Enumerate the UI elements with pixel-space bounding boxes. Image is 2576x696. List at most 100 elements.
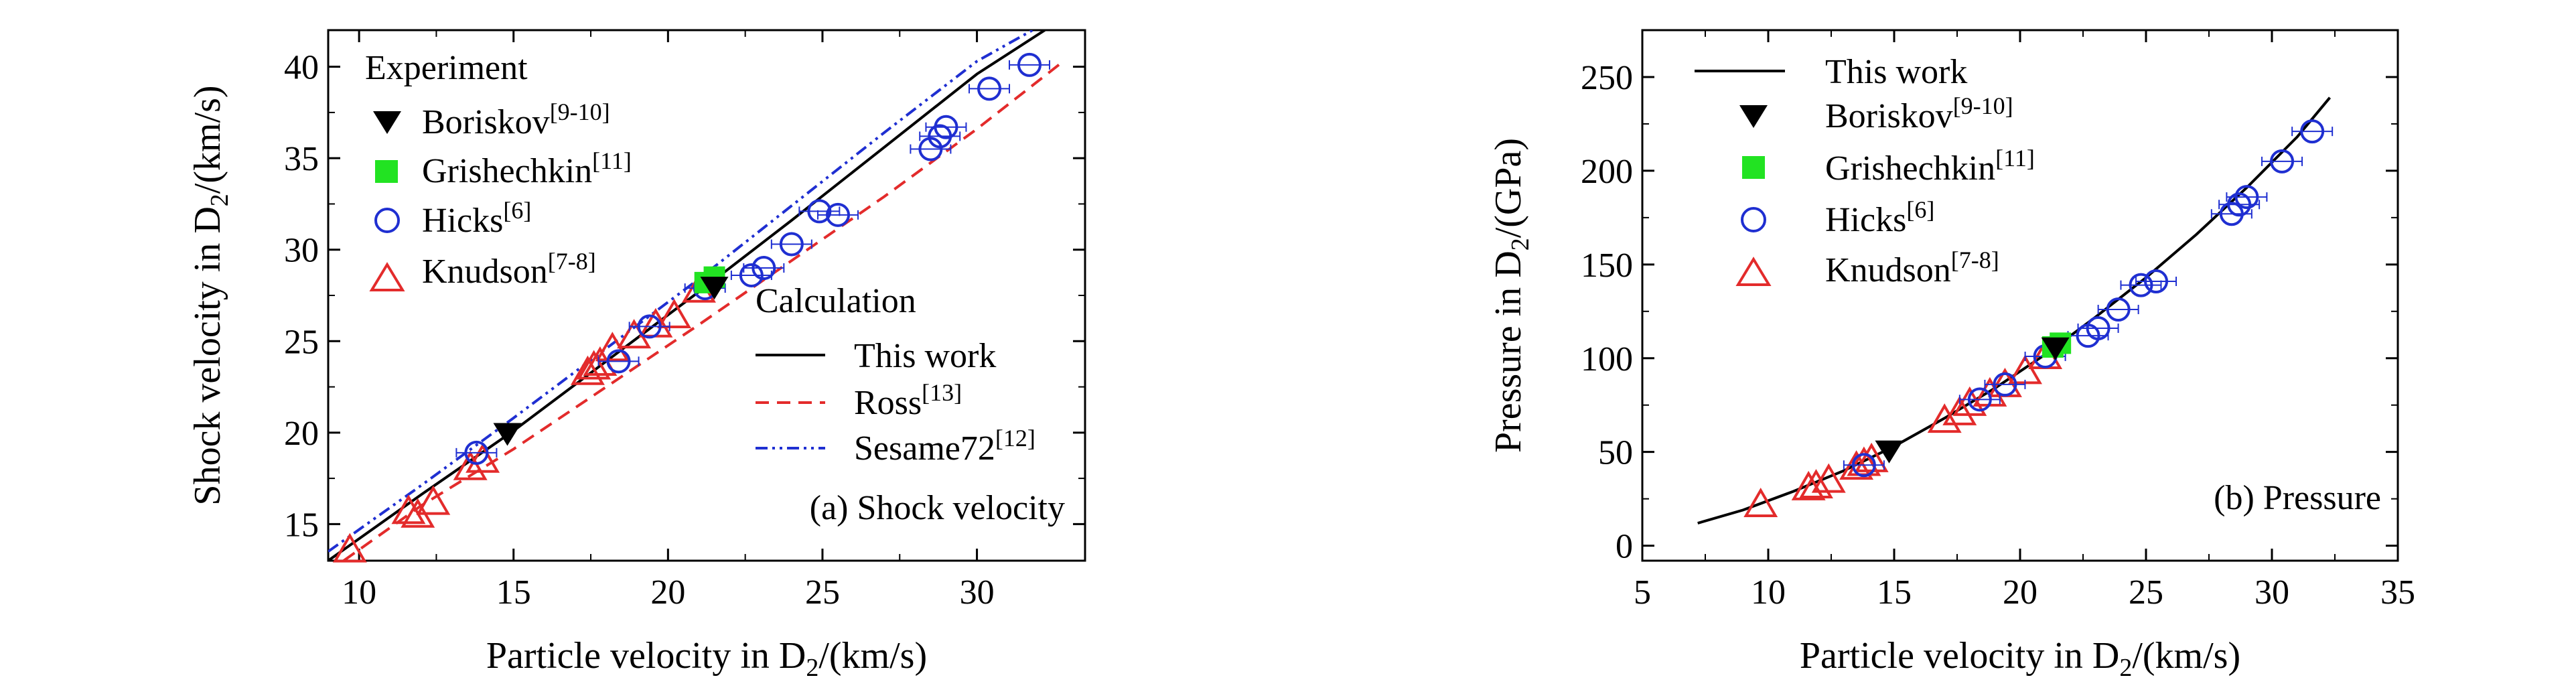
x-tick-label-a: 25 [805, 573, 840, 612]
y-tick-label-b: 100 [1581, 340, 1633, 378]
x-tick-label-a: 30 [960, 573, 995, 612]
y-axis-title-b: Pressure in D2/(GPa) [1488, 138, 1534, 453]
y-tick-label-a: 40 [284, 49, 319, 87]
svg-text:Grishechkin[11]: Grishechkin[11] [1825, 145, 2035, 188]
legend-calculation-title: Calculation [756, 282, 916, 320]
svg-text:This work: This work [854, 337, 996, 375]
data-point-boriskov-b [1875, 440, 1904, 464]
y-tick-label-b: 50 [1598, 434, 1633, 472]
data-point-hicks-b [2300, 119, 2325, 144]
data-point-hicks-a [752, 256, 776, 281]
data-point-hicks-b [1851, 453, 1876, 478]
legend-ross-a: Ross[13] [756, 379, 962, 422]
data-point-hicks-a [637, 314, 662, 339]
y-tick-label-b: 200 [1581, 153, 1633, 191]
legend-this-work-b: This work [1695, 53, 1967, 91]
y-axis-title-a: Shock velocity in D2/(km/s) [187, 85, 234, 505]
data-point-hicks-a [1017, 52, 1042, 77]
legend-knudson-a: Knudson[7-8] [369, 248, 596, 291]
data-point-knudson-a [416, 485, 451, 515]
axis-ticks-b: 5 10 15 20 25 30 35 0 50 100 150 200 250 [1581, 30, 2415, 612]
data-point-hicks-b [2106, 297, 2131, 322]
legend-boriskov-marker-a [373, 111, 401, 134]
panel-label-a: (a) Shock velocity [810, 489, 1065, 527]
data-point-hicks-b [2270, 149, 2295, 173]
chart-panel-a: 10 15 20 25 30 15 20 25 30 35 40 Particle velocity… [187, 29, 1086, 682]
data-point-boriskov-a [700, 277, 729, 300]
svg-text:Hicks[6]: Hicks[6] [422, 197, 531, 240]
x-axis-title-a: Particle velocity in D2/(km/s) [486, 635, 927, 682]
legend-hicks-b: Hicks[6] [1741, 196, 1934, 239]
x-tick-label-b: 10 [1751, 573, 1786, 612]
data-point-hicks-a [934, 115, 958, 139]
svg-text:This work: This work [1825, 53, 1967, 91]
data-point-hicks-a [977, 76, 1002, 101]
data-point-hicks-b [2129, 273, 2153, 297]
svg-text:Ross[13]: Ross[13] [854, 379, 962, 422]
data-point-knudson-a [466, 443, 500, 473]
panel-label-b: (b) Pressure [2214, 479, 2381, 517]
data-point-knudson-a [453, 450, 488, 480]
legend-experiment-title: Experiment [365, 49, 528, 87]
series-points-b [1743, 119, 2334, 518]
svg-text:Knudson[7-8]: Knudson[7-8] [1825, 247, 1999, 289]
x-tick-label-b: 35 [2380, 573, 2415, 612]
legend-hicks-a: Hicks[6] [374, 197, 531, 240]
data-point-knudson-a [391, 494, 426, 525]
data-point-hicks-b [2227, 192, 2252, 217]
y-tick-label-b: 0 [1616, 528, 1633, 566]
svg-text:Boriskov[9-10]: Boriskov[9-10] [422, 98, 610, 141]
series-line-ross-a [342, 60, 1064, 561]
y-tick-label-a: 30 [284, 232, 319, 270]
data-point-hicks-b [1967, 387, 1992, 412]
legend-hicks-marker-a [374, 208, 400, 233]
data-point-hicks-b [1993, 372, 2017, 397]
legend-grishechkin-marker-a [375, 160, 398, 183]
legend-hicks-marker-b [1741, 207, 1766, 232]
y-tick-label-b: 250 [1581, 59, 1633, 97]
legend-boriskov-b: Boriskov[9-10] [1739, 92, 2013, 135]
data-point-knudson-b [1811, 463, 1846, 493]
svg-text:Hicks[6]: Hicks[6] [1825, 196, 1934, 239]
data-point-hicks-b [2086, 316, 2110, 340]
data-point-hicks-a [739, 263, 764, 287]
y-tick-label-a: 15 [284, 506, 319, 544]
data-point-knudson-a [657, 299, 692, 329]
series-lines-b [1697, 96, 2332, 525]
data-point-hicks-a [807, 199, 832, 224]
data-point-hicks-b [2144, 269, 2169, 294]
x-tick-label-a: 10 [342, 573, 376, 612]
svg-text:Knudson[7-8]: Knudson[7-8] [422, 248, 596, 291]
legend-knudson-marker-b [1735, 257, 1772, 286]
data-point-boriskov-b [2041, 337, 2070, 360]
x-tick-label-b: 30 [2255, 573, 2289, 612]
y-tick-label-a: 35 [284, 140, 319, 178]
legend-grishechkin-marker-b [1742, 156, 1765, 179]
data-point-boriskov-a [493, 423, 522, 446]
chart-panel-b: 5 10 15 20 25 30 35 0 50 100 150 200 250 Particle ve… [1488, 29, 2415, 682]
legend-grishechkin-a: Grishechkin[11] [375, 147, 632, 190]
data-point-knudson-a [332, 533, 367, 563]
y-tick-label-b: 150 [1581, 247, 1633, 285]
data-point-knudson-a [577, 350, 612, 380]
axis-ticks-a: 10 15 20 25 30 15 20 25 30 35 40 [284, 30, 1085, 612]
x-tick-label-b: 25 [2129, 573, 2163, 612]
x-axis-title-b: Particle velocity in D2/(km/s) [1800, 635, 2240, 682]
legend-knudson-marker-a [369, 262, 405, 291]
x-tick-label-a: 15 [496, 573, 531, 612]
data-point-knudson-b [1927, 403, 1962, 433]
x-tick-label-b: 5 [1634, 573, 1651, 612]
legend-boriskov-a: Boriskov[9-10] [373, 98, 610, 141]
data-point-hicks-a [826, 202, 851, 227]
data-point-knudson-a [570, 355, 605, 385]
legend-boriskov-marker-b [1739, 105, 1768, 128]
data-point-hicks-a [606, 349, 631, 374]
x-tick-label-b: 15 [1877, 573, 1912, 612]
legend-this-work-a: This work [756, 337, 996, 375]
data-point-knudson-b [1743, 488, 1778, 518]
series-line-sesame72-a [328, 30, 1033, 553]
data-point-hicks-a [464, 440, 489, 465]
legend-sesame-a: Sesame72[12] [756, 425, 1035, 468]
svg-text:Grishechkin[11]: Grishechkin[11] [422, 147, 632, 190]
